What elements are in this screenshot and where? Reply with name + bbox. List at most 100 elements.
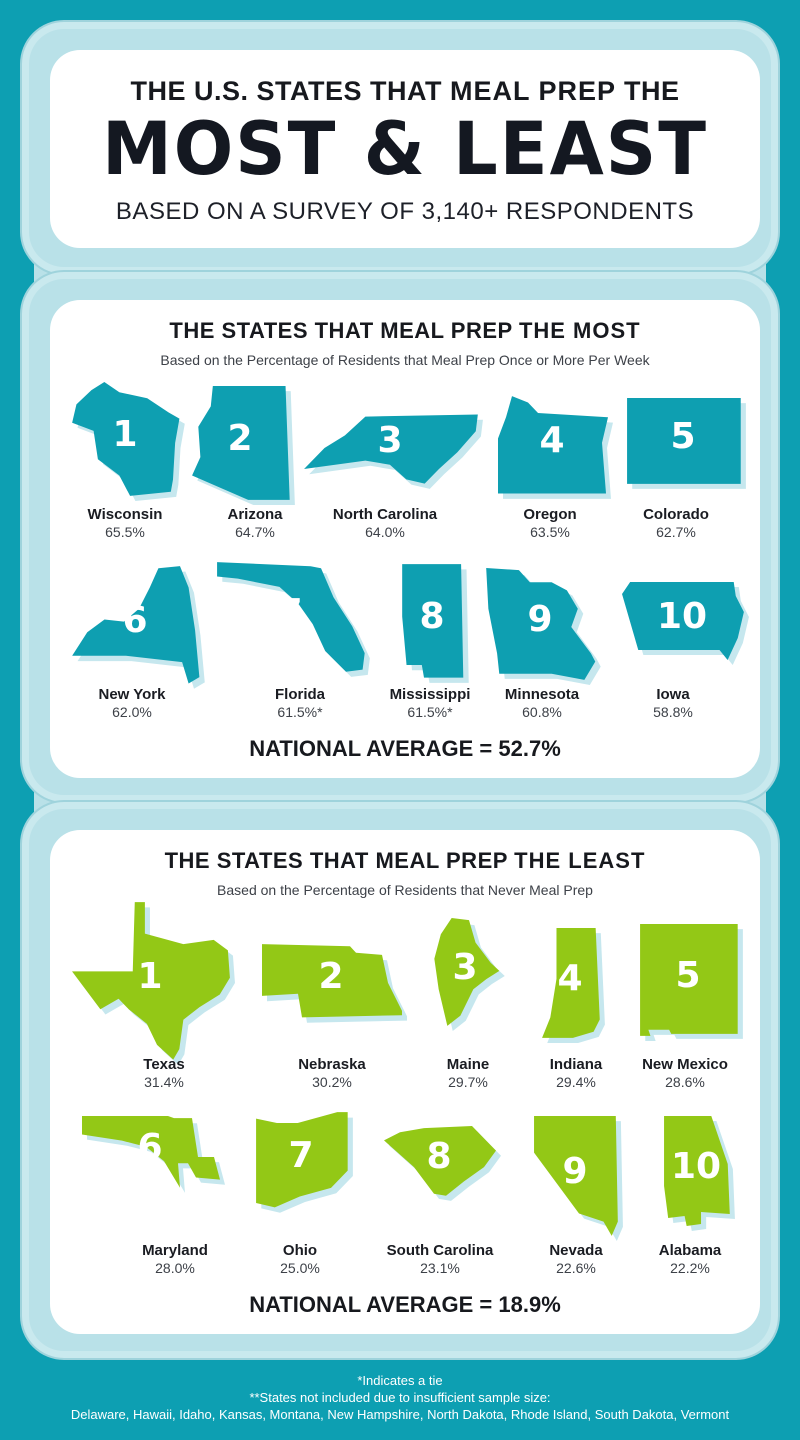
state-name: Mississippi — [389, 686, 471, 703]
state-shape-iowa — [622, 582, 749, 665]
least-national-average: NATIONAL AVERAGE = 18.9% — [249, 1292, 561, 1317]
state-shape-north-carolina — [304, 414, 483, 489]
state-shape-oregon — [498, 396, 613, 499]
state-rank: 9 — [562, 1151, 588, 1192]
state-rank: 1 — [137, 956, 163, 997]
state-rank: 5 — [670, 416, 696, 457]
header-card: THE U.S. STATES THAT MEAL PREP THE MOST … — [50, 50, 760, 248]
state-value: 22.6% — [556, 1260, 596, 1276]
state-value: 60.8% — [522, 704, 562, 720]
state-name: Oregon — [523, 506, 577, 523]
state-shape-nevada — [534, 1116, 623, 1241]
least-title-pre: THE STATES THAT MEAL PREP — [164, 848, 508, 873]
state-fill — [434, 918, 500, 1026]
state-value: 65.5% — [105, 524, 145, 540]
state-rank: 3 — [377, 420, 403, 461]
state-value: 29.4% — [556, 1074, 596, 1090]
state-rank: 3 — [452, 947, 478, 988]
state-value: 22.2% — [670, 1260, 710, 1276]
state-fill — [622, 582, 744, 660]
state-rank: 5 — [675, 955, 701, 996]
state-name: Arizona — [227, 506, 283, 523]
state-value: 64.7% — [235, 524, 275, 540]
state-name: Florida — [274, 686, 325, 703]
state-shape-new-york — [72, 566, 205, 689]
state-fill — [256, 1112, 348, 1208]
footer-excluded-note: **States not included due to insufficien… — [249, 1390, 551, 1405]
state-rank: 2 — [318, 956, 344, 997]
most-title: THE STATES THAT MEAL PREP THE MOST — [50, 318, 760, 344]
state-shape-maine — [434, 918, 505, 1031]
state-fill — [627, 398, 741, 484]
most-caption: Based on the Percentage of Residents tha… — [160, 352, 650, 368]
state-rank: 10 — [670, 1146, 722, 1187]
state-fill — [72, 902, 230, 1060]
state-value: 61.5%* — [277, 704, 323, 720]
state-fill — [217, 562, 365, 672]
state-fill — [82, 1116, 220, 1188]
state-shape-mississippi — [402, 564, 469, 683]
state-name: New Mexico — [642, 1056, 728, 1073]
state-value: 61.5%* — [407, 704, 453, 720]
state-shape-florida — [217, 562, 370, 677]
state-value: 30.2% — [312, 1074, 352, 1090]
state-shape-indiana — [542, 928, 605, 1043]
state-rank: 2 — [227, 418, 253, 459]
header-line1-pre: THE U.S. STATES THAT — [130, 76, 442, 106]
state-value: 63.5% — [530, 524, 570, 540]
state-fill — [640, 924, 738, 1036]
state-shape-texas — [72, 902, 235, 1065]
state-name: South Carolina — [386, 1242, 494, 1259]
footer-tie-note: *Indicates a tie — [357, 1373, 443, 1388]
most-title-bold: THE MOST — [518, 318, 641, 343]
state-name: Indiana — [549, 1056, 603, 1073]
state-rank: 6 — [122, 600, 148, 641]
state-value: 28.6% — [665, 1074, 705, 1090]
state-rank: 6 — [137, 1127, 163, 1168]
state-shape-colorado — [627, 398, 746, 489]
least-caption: Based on the Percentage of Residents tha… — [217, 882, 593, 898]
state-shape-new-mexico — [640, 924, 743, 1041]
state-value: 64.0% — [365, 524, 405, 540]
state-name: Texas — [143, 1056, 185, 1073]
state-shape-minnesota — [486, 568, 601, 685]
state-shape-south-carolina — [384, 1126, 501, 1201]
state-fill — [72, 382, 180, 496]
state-rank: 7 — [288, 1135, 314, 1176]
state-value: 29.7% — [448, 1074, 488, 1090]
most-title-pre: THE STATES THAT MEAL PREP — [169, 318, 513, 343]
state-fill — [542, 928, 600, 1038]
state-name: Minnesota — [504, 686, 580, 703]
state-fill — [192, 386, 290, 500]
header-line1-post: THE — [624, 76, 680, 106]
state-fill — [664, 1116, 730, 1226]
state-fill — [384, 1126, 496, 1196]
most-card: THE STATES THAT MEAL PREP THE MOST Based… — [50, 300, 760, 778]
header-line1-bold: MEAL PREP — [449, 76, 617, 106]
header-line1: THE U.S. STATES THAT MEAL PREP THE — [50, 76, 760, 107]
state-value: 23.1% — [420, 1260, 460, 1276]
state-rank: 10 — [656, 596, 708, 637]
state-name: Maine — [446, 1056, 490, 1073]
state-fill — [72, 566, 200, 684]
state-name: Maryland — [142, 1242, 208, 1259]
state-rank: 7 — [277, 592, 303, 633]
state-shape-wisconsin — [72, 382, 185, 501]
header-subtitle: BASED ON A SURVEY OF 3,140+ RESPONDENTS — [115, 198, 695, 225]
state-fill — [534, 1116, 618, 1236]
state-name: North Carolina — [332, 506, 438, 523]
state-name: Ohio — [282, 1242, 318, 1259]
state-rank: 4 — [539, 420, 565, 461]
least-title: THE STATES THAT MEAL PREP THE LEAST — [50, 848, 760, 874]
state-rank: 1 — [112, 414, 138, 455]
state-rank: 9 — [527, 599, 553, 640]
state-fill — [402, 564, 464, 678]
state-fill — [304, 414, 478, 484]
state-name: Colorado — [643, 506, 709, 523]
state-shape-alabama — [664, 1116, 735, 1231]
state-name: Wisconsin — [87, 506, 163, 523]
state-shape-ohio — [256, 1112, 353, 1213]
state-name: Nevada — [549, 1242, 603, 1259]
state-value: 58.8% — [653, 704, 693, 720]
state-shape-arizona — [192, 386, 295, 505]
